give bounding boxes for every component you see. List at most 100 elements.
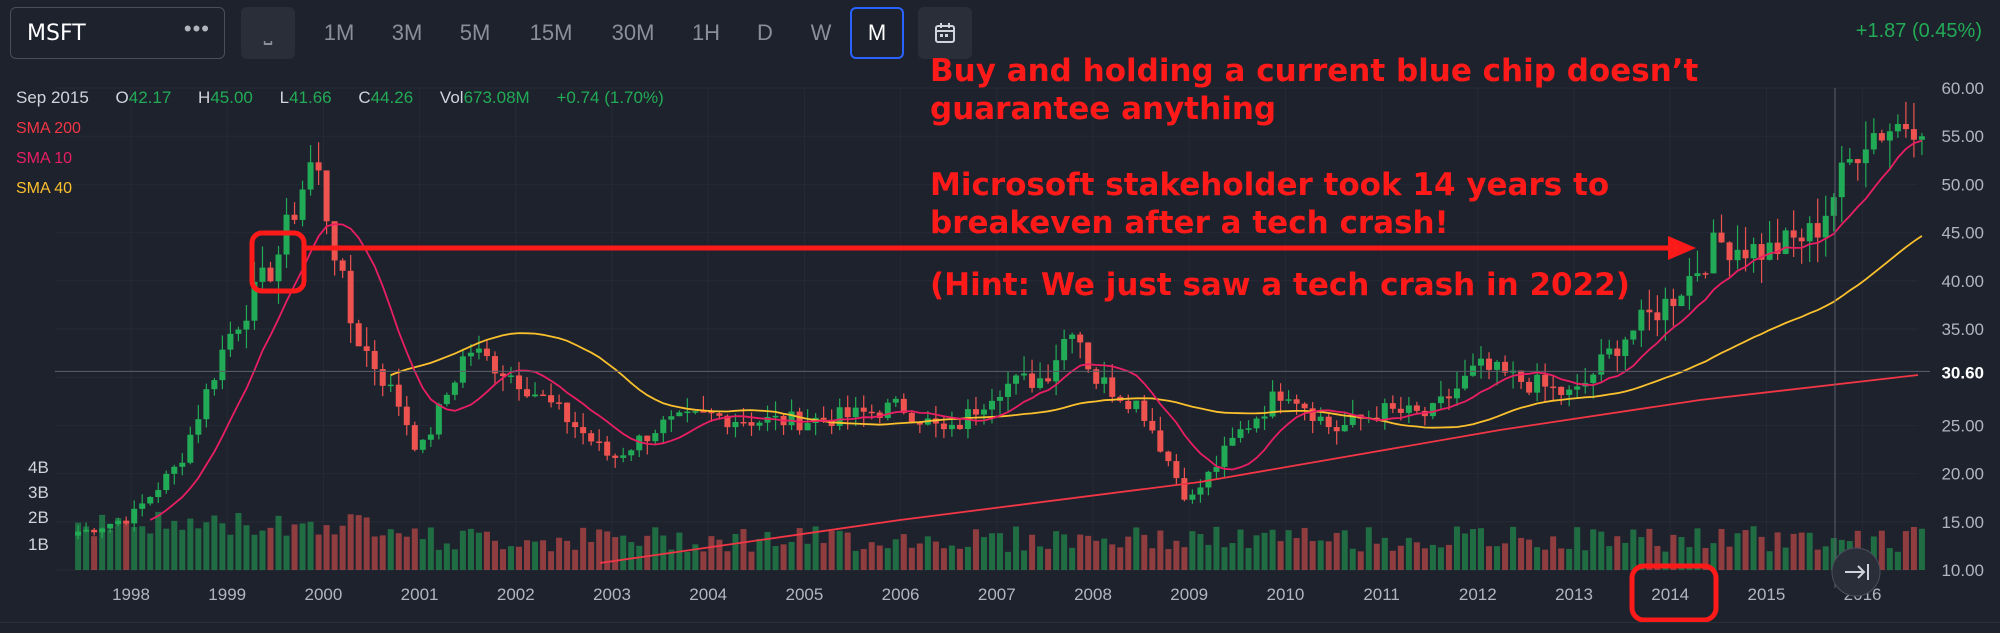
candle-body <box>580 427 587 434</box>
candle-body <box>1381 403 1388 421</box>
volume-bar <box>251 534 258 570</box>
interval-w-button[interactable]: W <box>810 20 832 45</box>
volume-bar <box>836 530 843 570</box>
candle-body <box>1045 378 1052 382</box>
candle-body <box>1870 133 1877 150</box>
legend-sma-200[interactable]: SMA 200 <box>16 120 81 137</box>
candle-body <box>724 415 731 428</box>
interval-3m-button[interactable]: 3M <box>391 20 423 45</box>
volume-bar <box>147 533 154 570</box>
volume-bar <box>1902 531 1909 570</box>
symbol-search-box[interactable]: MSFT ••• <box>10 7 225 59</box>
volume-bar <box>491 540 498 570</box>
interval-m-button[interactable]: M <box>850 7 904 59</box>
volume-bar <box>700 551 707 570</box>
candle-body <box>1630 330 1637 340</box>
candle-body <box>836 407 843 427</box>
legend-sma-40[interactable]: SMA 40 <box>16 180 73 197</box>
volume-bar <box>1141 534 1148 570</box>
interval-range-button[interactable]: ⎵ <box>241 7 295 59</box>
interval-15m-button[interactable]: 15M <box>529 20 573 45</box>
volume-bar <box>331 534 338 570</box>
volume-bar <box>524 540 531 570</box>
candle-body <box>1886 131 1893 141</box>
x-axis-tick: 2007 <box>978 585 1016 604</box>
candle-body <box>1606 348 1613 355</box>
interval-1h-button[interactable]: 1H <box>691 20 721 45</box>
volume-bar <box>660 535 667 570</box>
candle-body <box>1814 223 1821 238</box>
volume-bar <box>1766 551 1773 570</box>
volume-bar <box>1261 532 1268 570</box>
candle-body <box>1389 403 1396 409</box>
volume-bar <box>988 533 995 570</box>
volume-bar <box>1021 550 1028 570</box>
candle-body <box>1678 295 1685 307</box>
volume-bar <box>788 541 795 570</box>
candle-body <box>884 402 891 418</box>
volume-bar <box>652 527 659 570</box>
volume-bar <box>580 527 587 570</box>
interval-5m-button[interactable]: 5M <box>459 20 491 45</box>
candle-body <box>1542 374 1549 387</box>
candle-body <box>1317 416 1324 422</box>
x-axis-tick: 2001 <box>401 585 439 604</box>
volume-bar <box>716 539 723 570</box>
candle-body <box>315 162 322 171</box>
candle-body <box>1253 418 1260 429</box>
volume-bar <box>507 546 514 570</box>
interval-1m-button[interactable]: 1M <box>323 20 355 45</box>
candle-body <box>107 523 114 529</box>
y-axis-tick: 40.00 <box>1941 272 1984 291</box>
volume-bar <box>1894 551 1901 570</box>
volume-bar <box>1502 543 1509 570</box>
x-axis-tick: 1999 <box>208 585 246 604</box>
volume-bar <box>1317 540 1324 570</box>
volume-bar <box>283 535 290 570</box>
candle-body <box>1181 478 1188 500</box>
candle-body <box>1750 244 1757 259</box>
candle-body <box>1157 430 1164 452</box>
volume-bar <box>724 551 731 570</box>
candle-body <box>668 416 675 420</box>
more-icon[interactable]: ••• <box>183 16 210 41</box>
volume-bar <box>1437 547 1444 570</box>
candle-body <box>267 267 274 282</box>
volume-bar <box>956 548 963 570</box>
candle-body <box>796 411 803 431</box>
volume-bar <box>163 528 170 570</box>
interval-30m-button[interactable]: 30M <box>611 20 655 45</box>
volume-bar <box>1253 535 1260 570</box>
candle-body <box>1165 451 1172 462</box>
volume-bar <box>123 520 130 570</box>
volume-bar <box>1654 545 1661 570</box>
candle-body <box>1766 242 1773 260</box>
open-value: 42.17 <box>128 88 172 107</box>
interval-d-button[interactable]: D <box>757 20 773 45</box>
x-axis-tick: 2000 <box>304 585 342 604</box>
candle-body <box>948 424 955 430</box>
low-label: L <box>279 88 290 107</box>
volume-bar <box>1542 549 1549 570</box>
volume-bar <box>740 529 747 570</box>
volume-bar <box>1349 548 1356 570</box>
volume-bar <box>1453 526 1460 570</box>
candle-body <box>1518 370 1525 382</box>
volume-bar <box>1662 551 1669 570</box>
volume-bar <box>347 514 354 570</box>
candle-body <box>756 422 763 426</box>
candle-body <box>956 424 963 430</box>
candle-body <box>772 415 779 418</box>
candle-body <box>1878 133 1885 141</box>
legend-sma-10[interactable]: SMA 10 <box>16 150 73 167</box>
range-icon: ⎵ <box>263 20 273 45</box>
candle-body <box>307 162 314 190</box>
volume-bar <box>1109 544 1116 570</box>
candle-body <box>1437 396 1444 404</box>
candle-body <box>1654 312 1661 321</box>
price-chart[interactable]: 60.0055.0050.0045.0040.0035.0030.0025.00… <box>0 70 2000 630</box>
calendar-button[interactable] <box>918 7 972 59</box>
volume-bar <box>1702 548 1709 570</box>
volume-bar <box>1277 541 1284 570</box>
candle-body <box>972 409 979 415</box>
